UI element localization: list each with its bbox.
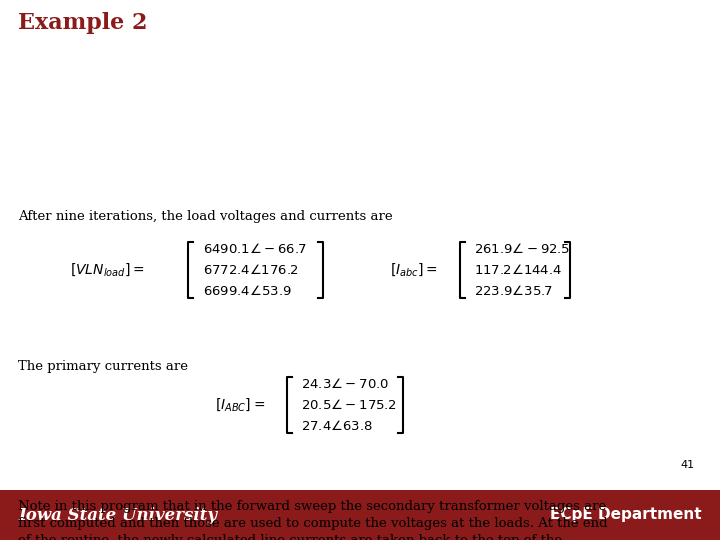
Text: $223.9\angle 35.7$: $223.9\angle 35.7$	[474, 284, 553, 298]
Text: $[I_{ABC}] =$: $[I_{ABC}] =$	[215, 396, 265, 414]
Text: ECpE Department: ECpE Department	[550, 508, 702, 523]
Text: $6772.4\angle 176.2$: $6772.4\angle 176.2$	[203, 263, 299, 277]
Text: $20.5\angle -175.2$: $20.5\angle -175.2$	[301, 398, 397, 412]
Text: $117.2\angle 144.4$: $117.2\angle 144.4$	[474, 263, 562, 277]
Text: $24.3\angle -70.0$: $24.3\angle -70.0$	[301, 377, 390, 392]
Text: After nine iterations, the load voltages and currents are: After nine iterations, the load voltages…	[18, 210, 392, 223]
Text: Iowa State University: Iowa State University	[18, 507, 217, 523]
Text: $27.4\angle 63.8$: $27.4\angle 63.8$	[301, 418, 372, 433]
Text: 41: 41	[681, 460, 695, 470]
Text: $[VLN_{load}] =$: $[VLN_{load}] =$	[70, 261, 145, 279]
Text: first computed and then those are used to compute the voltages at the loads. At : first computed and then those are used t…	[18, 517, 608, 530]
Text: $6490.1\angle -66.7$: $6490.1\angle -66.7$	[203, 242, 307, 256]
Bar	[0, 490, 720, 540]
Text: of the routine, the newly calculated line currents are taken back to the top of : of the routine, the newly calculated lin…	[18, 534, 562, 540]
Text: Note in this program that in the forward sweep the secondary transformer voltage: Note in this program that in the forward…	[18, 500, 606, 513]
Text: $261.9\angle -92.5$: $261.9\angle -92.5$	[474, 242, 570, 256]
Text: $6699.4\angle 53.9$: $6699.4\angle 53.9$	[203, 284, 292, 298]
Text: $[I_{abc}] =$: $[I_{abc}] =$	[390, 261, 438, 279]
Text: The primary currents are: The primary currents are	[18, 360, 188, 373]
Text: Example 2: Example 2	[18, 12, 148, 34]
